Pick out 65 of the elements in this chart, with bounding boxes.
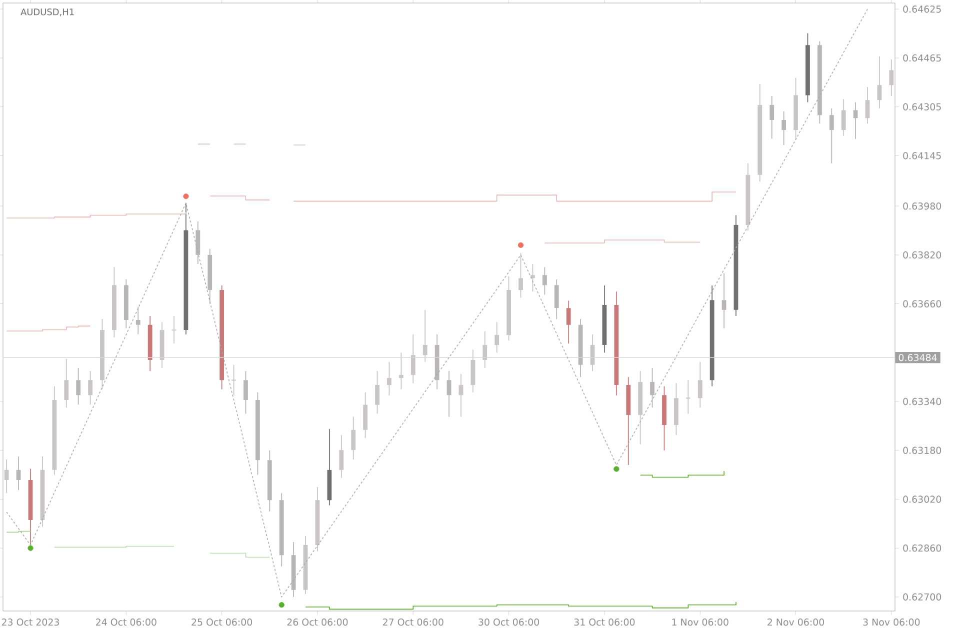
candlestick (782, 110, 786, 146)
candlestick (64, 358, 69, 408)
point (614, 466, 620, 472)
candlestick (865, 86, 870, 124)
x-tick-label: 26 Oct 06:00 (287, 618, 348, 626)
point (518, 242, 524, 248)
candlestick (698, 361, 702, 408)
candlestick (770, 96, 774, 140)
y-tick-label: 0.64305 (903, 103, 941, 110)
candlestick (518, 252, 523, 298)
candlestick (542, 266, 547, 296)
y-tick-label: 0.62700 (903, 593, 942, 601)
y-tick-label: 0.63020 (903, 496, 942, 503)
candlestick (136, 306, 140, 335)
point (28, 545, 34, 551)
candlestick (458, 374, 464, 418)
y-tick-label: 0.64625 (903, 6, 941, 13)
candlestick (877, 56, 882, 109)
y-tick-label: 0.63980 (903, 202, 942, 210)
x-tick-label: 27 Oct 06:00 (382, 618, 444, 626)
x-tick-label: 2 Nov 06:00 (768, 618, 824, 626)
candlestick (530, 264, 535, 292)
candlestick (422, 309, 428, 362)
candlestick (446, 370, 452, 418)
candlestick (829, 108, 834, 164)
y-tick-label: 0.63180 (903, 446, 942, 454)
y-tick-label: 0.62860 (903, 544, 942, 552)
candlestick (410, 334, 416, 384)
y-tick-label: 0.63820 (903, 251, 942, 259)
candlestick (375, 370, 380, 414)
candlestick (88, 370, 92, 406)
point (183, 194, 189, 200)
ref-line-label: 0.63484 (898, 354, 937, 362)
candlestick (494, 322, 500, 354)
x-tick-label: 23 Oct 2023 (2, 618, 59, 626)
candlestick (4, 459, 9, 494)
candlestick (841, 98, 846, 136)
candlestick (650, 367, 654, 408)
x-tick-label: 3 Nov 06:00 (863, 618, 920, 626)
candlestick (231, 364, 236, 396)
candlestick (387, 361, 392, 396)
candlestick (244, 370, 248, 414)
candlestick (339, 434, 344, 478)
x-tick-label: 31 Oct 06:00 (574, 618, 635, 626)
candlestick (398, 352, 404, 390)
y-tick-label: 0.64465 (903, 54, 941, 62)
candlestick (554, 278, 559, 320)
candlestick (351, 416, 356, 460)
y-tick-label: 0.63340 (903, 398, 942, 406)
candlestick (76, 367, 81, 406)
text: AUDUSD,H1 (20, 8, 74, 16)
x-tick-label: 25 Oct 06:00 (192, 618, 252, 626)
point (278, 602, 284, 608)
candlestick (566, 300, 571, 344)
candlestick (889, 59, 894, 97)
y-tick-label: 0.64145 (903, 152, 941, 160)
x-tick-label: 30 Oct 06:00 (478, 618, 539, 626)
candlestick (482, 330, 488, 368)
y-tick-label: 0.63660 (903, 300, 942, 308)
candlestick (853, 102, 858, 140)
x-tick-label: 24 Oct 06:00 (96, 618, 156, 626)
x-tick-label: 1 Nov 06:00 (672, 618, 728, 626)
candlestick (16, 456, 21, 491)
candlestick (722, 272, 726, 329)
candlestick (685, 380, 691, 414)
